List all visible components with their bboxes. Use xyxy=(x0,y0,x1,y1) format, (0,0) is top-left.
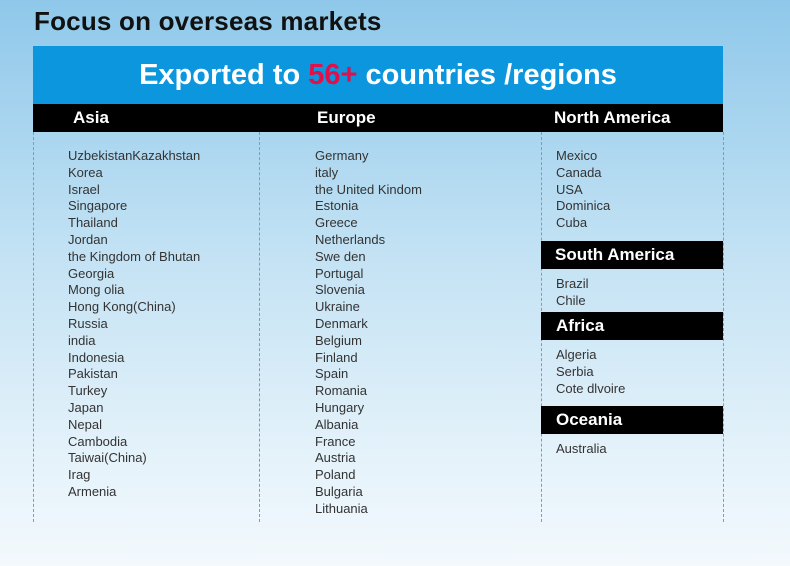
country-list-item: Taiwai(China) xyxy=(68,450,147,466)
country-list-item: Portugal xyxy=(315,265,364,281)
south-america-header-bar: South America xyxy=(541,241,723,269)
country-list-item: Albania xyxy=(315,416,359,432)
country-list-item: Romania xyxy=(315,383,368,399)
export-banner: Exported to 56+ countries /regions xyxy=(33,46,723,104)
country-list-item: Germany xyxy=(315,148,369,163)
country-list-item: the United Kindom xyxy=(315,181,422,197)
column-divider-left xyxy=(33,132,34,522)
country-list-item: Nepal xyxy=(68,416,102,432)
country-list-item: Turkey xyxy=(68,383,108,399)
country-list-item: Australia xyxy=(556,441,607,456)
banner-suffix: countries /regions xyxy=(357,59,617,91)
country-list-item: Dominica xyxy=(556,198,611,214)
north-america-header-bar: North America xyxy=(541,104,723,132)
country-list-item: Bulgaria xyxy=(315,483,363,499)
banner-prefix: Exported to xyxy=(139,59,309,91)
country-list-item: Cote dlvoire xyxy=(556,380,626,396)
country-list-item: Georgia xyxy=(68,265,115,281)
country-list-item: Singapore xyxy=(68,198,128,214)
country-list-item: Mexico xyxy=(556,148,598,163)
country-list-item: Denmark xyxy=(315,315,368,331)
country-list-item: Brazil xyxy=(556,276,589,291)
north-america-country-list: Mexico Canada USA Dominica Cuba xyxy=(556,148,610,232)
country-list-item: Armenia xyxy=(68,483,117,499)
south-america-country-list: Brazil Chile xyxy=(556,276,589,310)
africa-header-bar: Africa xyxy=(541,312,723,340)
country-list-item: Cuba xyxy=(556,215,588,231)
europe-header: Europe xyxy=(317,108,376,127)
africa-country-list: Algeria Serbia Cote dlvoire xyxy=(556,347,625,397)
country-list-item: Jordan xyxy=(68,231,108,247)
country-list-item: Hungary xyxy=(315,399,365,415)
country-list-item: Irag xyxy=(68,467,91,483)
country-list-item: Hong Kong(China) xyxy=(68,299,176,315)
country-list-item: Indonesia xyxy=(68,349,125,365)
country-list-item: Mong olia xyxy=(68,282,125,298)
europe-header-bar: Europe xyxy=(259,104,541,132)
country-list-item: USA xyxy=(556,181,583,197)
country-list-item: Algeria xyxy=(556,347,597,362)
country-list-item: Greece xyxy=(315,215,358,231)
country-list-item: Canada xyxy=(556,164,602,180)
oceania-country-list: Australia xyxy=(556,441,607,458)
country-list-item: Pakistan xyxy=(68,366,118,382)
country-list-item: Netherlands xyxy=(315,231,386,247)
page-title: Focus on overseas markets xyxy=(34,6,382,36)
country-list-item: Cambodia xyxy=(68,433,128,449)
country-list-item: Japan xyxy=(68,399,104,415)
africa-header: Africa xyxy=(556,316,605,335)
south-america-header: South America xyxy=(555,245,675,264)
asia-country-list: UzbekistanKazakhstan Korea Israel Singapore… xyxy=(68,148,200,501)
country-list-item: Ukraine xyxy=(315,299,360,315)
country-list-item: italy xyxy=(315,164,339,180)
country-list-item: Russia xyxy=(68,315,108,331)
country-list-item: UzbekistanKazakhstan xyxy=(68,148,201,163)
country-list-item: the Kingdom of Bhutan xyxy=(68,248,201,264)
asia-header: Asia xyxy=(73,108,109,127)
oceania-header: Oceania xyxy=(556,410,623,429)
asia-header-bar: Asia xyxy=(33,104,259,132)
country-list-item: Chile xyxy=(556,292,586,308)
country-list-item: Israel xyxy=(68,181,100,197)
oceania-header-bar: Oceania xyxy=(541,406,723,434)
country-list-item: Slovenia xyxy=(315,282,365,298)
country-list-item: Lithuania xyxy=(315,500,368,516)
country-list-item: Belgium xyxy=(315,332,362,348)
country-list-item: Austria xyxy=(315,450,356,466)
country-list-item: Serbia xyxy=(556,363,594,379)
country-list-item: Korea xyxy=(68,164,103,180)
country-list-item: india xyxy=(68,332,96,348)
country-list-item: Spain xyxy=(315,366,349,382)
country-list-item: Thailand xyxy=(68,215,118,231)
country-list-item: Estonia xyxy=(315,198,359,214)
north-america-header: North America xyxy=(554,108,671,127)
country-list-item: Poland xyxy=(315,467,356,483)
column-divider-asia-europe xyxy=(259,132,260,522)
banner-highlight-count: 56+ xyxy=(308,59,358,91)
europe-country-list: Germany italy the United Kindom Estonia Gree… xyxy=(315,148,422,518)
country-list-item: Swe den xyxy=(315,248,366,264)
country-list-item: France xyxy=(315,433,356,449)
country-list-item: Finland xyxy=(315,349,358,365)
column-divider-right xyxy=(723,132,724,522)
